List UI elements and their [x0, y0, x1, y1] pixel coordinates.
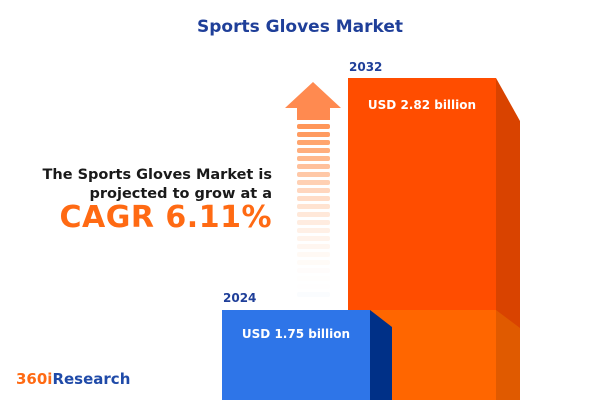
logo-part-2: Research [52, 370, 131, 388]
chart-title: Sports Gloves Market [196, 17, 404, 37]
bar-value-2024: USD 1.75 billion [241, 327, 351, 341]
brand-logo: 360iResearch [16, 370, 130, 388]
bar-year-2024: 2024 [223, 291, 257, 305]
growth-arrow-icon [285, 80, 345, 300]
cagr-line-2: projected to grow at a [89, 186, 272, 202]
bar-2032-side [496, 78, 520, 400]
bar-2024-side [370, 310, 392, 400]
cagr-line-1: The Sports Gloves Market is [42, 167, 272, 183]
bar-2032-upper: USD 2.82 billion [348, 78, 496, 310]
logo-part-1: 360i [16, 370, 53, 388]
bar-value-2032: USD 2.82 billion [367, 98, 477, 112]
cagr-description: The Sports Gloves Market is projected to… [43, 166, 272, 204]
bar-2024: USD 1.75 billion [222, 310, 370, 400]
cagr-value: CAGR 6.11% [59, 200, 272, 235]
bar-year-2032: 2032 [349, 60, 383, 74]
